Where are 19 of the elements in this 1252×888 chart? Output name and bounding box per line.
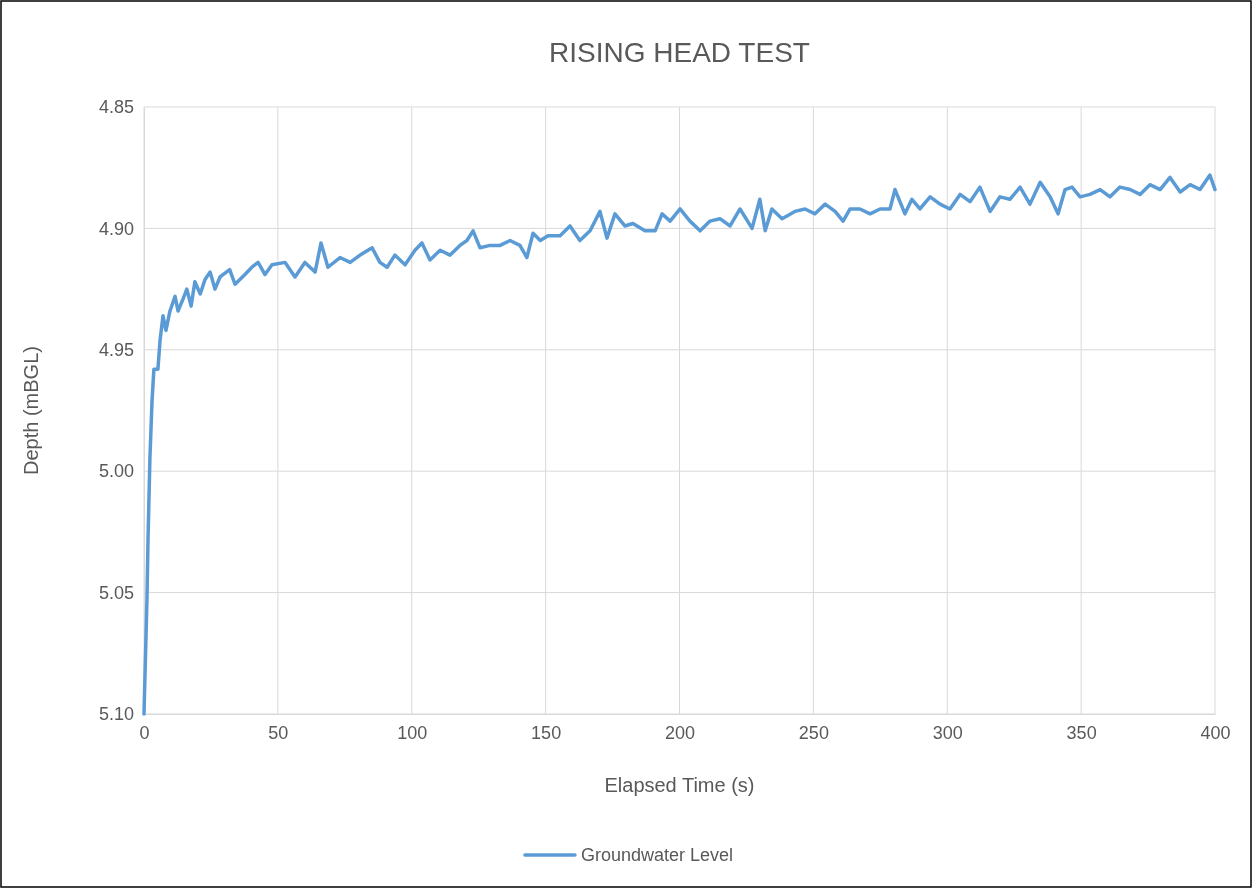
legend-label: Groundwater Level — [580, 845, 734, 865]
x-axis-title: Elapsed Time (s) — [604, 774, 755, 796]
x-tick-label: 100 — [397, 722, 428, 743]
y-tick-label: 5.00 — [98, 461, 134, 482]
x-tick-label: 350 — [1066, 722, 1097, 743]
x-tick-label: 50 — [268, 722, 289, 743]
x-tick-label: 150 — [531, 722, 562, 743]
chart-title: RISING HEAD TEST — [549, 37, 810, 68]
y-tick-label: 4.95 — [98, 340, 134, 361]
y-tick-label: 5.10 — [98, 704, 134, 725]
y-tick-label: 5.05 — [98, 582, 134, 603]
x-tick-label: 200 — [664, 722, 696, 743]
y-axis-title: Depth (mBGL) — [20, 346, 42, 475]
x-tick-label: 0 — [139, 722, 150, 743]
x-tick-label: 250 — [798, 722, 829, 743]
y-tick-label: 4.90 — [98, 218, 134, 239]
x-tick-label: 400 — [1200, 722, 1231, 743]
y-tick-label: 4.85 — [98, 97, 134, 118]
x-tick-label: 300 — [932, 722, 963, 743]
